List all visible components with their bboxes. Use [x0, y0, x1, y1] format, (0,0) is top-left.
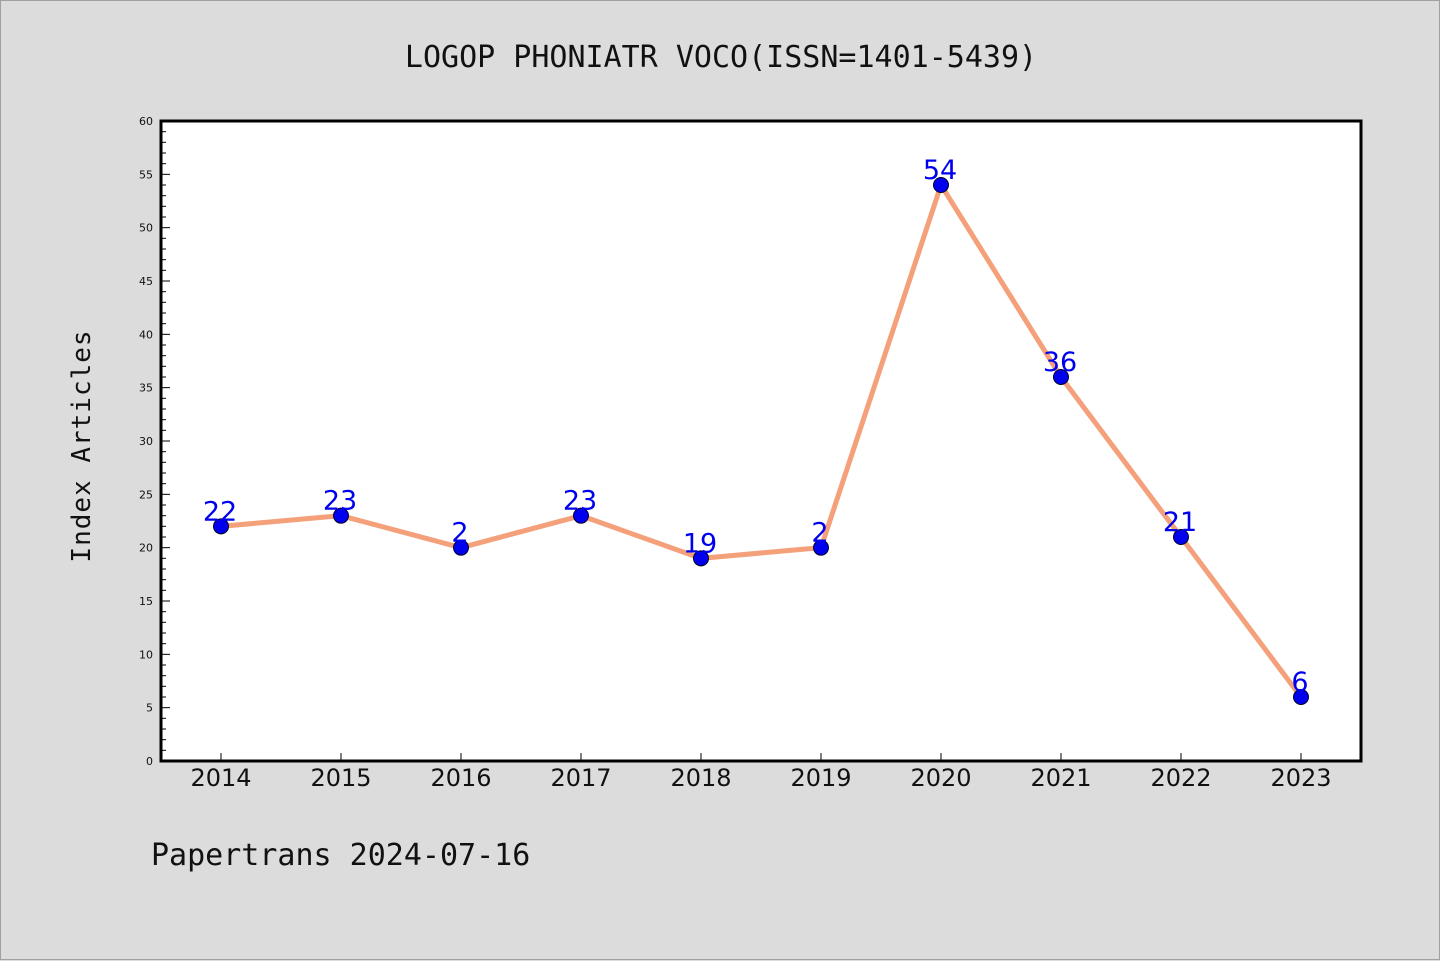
series-group: 22 23 2 23 19 2 54 36 21 6 — [203, 155, 1309, 705]
y-tick-label: 55 — [139, 168, 153, 181]
y-tick-label: 15 — [139, 595, 153, 608]
y-tick-label: 30 — [139, 435, 153, 448]
data-label: 23 — [323, 486, 357, 517]
data-label: 36 — [1043, 347, 1077, 378]
data-point — [693, 550, 709, 567]
data-point — [573, 507, 589, 524]
data-label: 23 — [563, 486, 597, 517]
x-tick-label: 2015 — [310, 764, 371, 792]
data-point — [213, 518, 229, 535]
x-tick-label: 2022 — [1150, 764, 1211, 792]
y-axis: 0 5 10 15 20 25 30 35 40 45 50 55 60 — [139, 115, 170, 768]
x-tick-label: 2016 — [430, 764, 491, 792]
data-point — [1053, 369, 1069, 385]
y-tick-label: 40 — [139, 328, 153, 341]
x-tick-label: 2014 — [190, 764, 251, 792]
data-label: 21 — [1163, 507, 1197, 538]
y-tick-label: 25 — [139, 488, 153, 501]
y-tick-label: 0 — [146, 755, 153, 768]
y-tick-label: 20 — [139, 542, 153, 555]
data-point — [333, 507, 349, 524]
data-label: 22 — [203, 496, 237, 527]
y-axis-label: Index Articles — [67, 329, 97, 562]
data-label: 19 — [683, 528, 717, 559]
x-tick-label: 2018 — [670, 764, 731, 792]
x-axis: 2014 2015 2016 2017 2018 2019 2020 2021 2022 2023 — [190, 753, 1332, 792]
x-tick-label: 2023 — [1270, 764, 1331, 792]
y-tick-label: 10 — [139, 648, 153, 661]
y-tick-label: 60 — [139, 115, 153, 128]
chart-title: LOGOP PHONIATR VOCO(ISSN=1401-5439) — [405, 40, 1037, 75]
x-tick-label: 2020 — [910, 764, 971, 792]
data-label: 2 — [451, 518, 468, 549]
data-point — [1293, 689, 1309, 705]
x-tick-label: 2021 — [1030, 764, 1091, 792]
data-point — [933, 177, 949, 193]
data-point — [453, 539, 469, 556]
data-label: 54 — [923, 155, 957, 186]
data-point — [813, 539, 829, 556]
y-tick-label: 50 — [139, 222, 153, 235]
data-label: 2 — [811, 518, 828, 549]
data-point — [1173, 529, 1189, 545]
y-tick-label: 35 — [139, 382, 153, 395]
x-tick-label: 2017 — [550, 764, 611, 792]
x-tick-label: 2019 — [790, 764, 851, 792]
series-line — [218, 182, 1304, 700]
y-tick-label: 5 — [146, 702, 153, 715]
y-tick-label: 45 — [139, 275, 153, 288]
plot-area — [159, 119, 1363, 763]
data-label: 6 — [1291, 667, 1308, 698]
footer-text: Papertrans 2024-07-16 — [151, 838, 530, 873]
